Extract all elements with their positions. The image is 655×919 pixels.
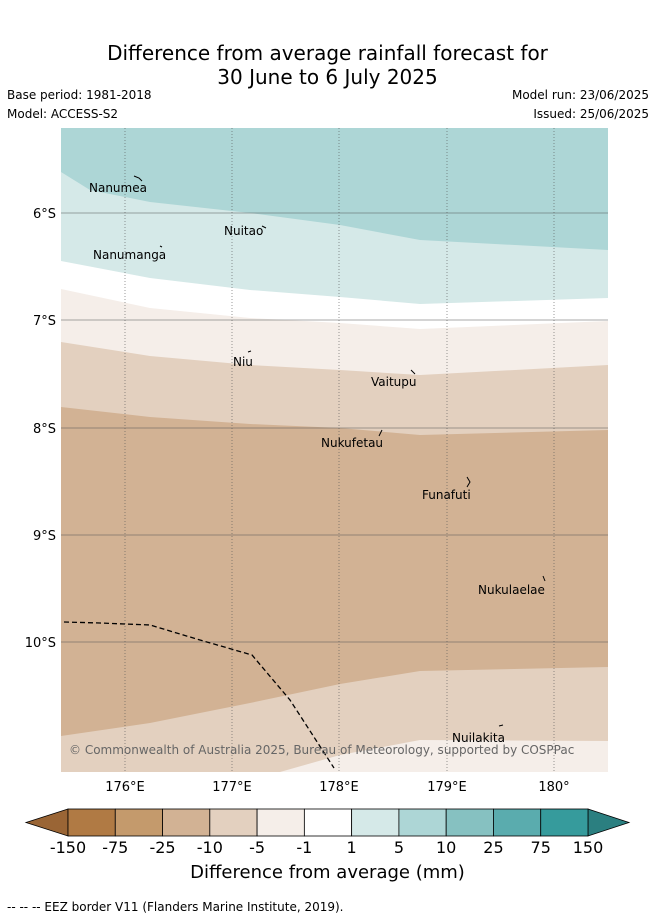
colorbar-tick-label: -150	[50, 838, 86, 857]
island-nanumea	[133, 175, 143, 182]
issued-text: Issued: 25/06/2025	[533, 107, 649, 121]
label-nanumanga: Nanumanga	[93, 248, 166, 262]
eez-border-line	[63, 621, 335, 769]
band-minus5-to-minus1-south	[280, 740, 608, 772]
label-nukufetau: Nukufetau	[321, 436, 383, 450]
model-text: Model: ACCESS-S2	[7, 107, 119, 121]
island-vaitupu	[410, 369, 416, 375]
map-gridlines	[61, 128, 608, 772]
island-outlines	[133, 175, 546, 727]
label-funafuti: Funafuti	[422, 488, 471, 502]
colorbar-over-extension	[587, 808, 631, 837]
lat-tick-9s: 9°S	[33, 529, 56, 544]
colorbar-tick-label: 75	[531, 838, 551, 857]
colorbar-segment	[398, 808, 447, 837]
lat-tick-6s: 6°S	[33, 207, 56, 222]
rainfall-difference-bands: Nanumea Nuitao Nanumanga Niu Vaitupu Nuk…	[61, 128, 608, 772]
model-run-text: Model run: 23/06/2025	[511, 88, 649, 102]
label-vaitupu: Vaitupu	[371, 375, 417, 389]
island-nuilakita	[498, 724, 504, 727]
colorbar: -150 -75 -25 -10 -5 -1 1 5 10 25 75 150	[24, 808, 631, 857]
colorbar-segment	[351, 808, 400, 837]
island-nukufetau	[378, 429, 383, 437]
lon-tick-179e: 179°E	[427, 780, 467, 795]
island-nukulaelae	[542, 575, 546, 582]
map-title-line1: Difference from average rainfall forecas…	[107, 41, 548, 65]
island-nanumanga	[159, 245, 163, 248]
lon-tick-178e: 178°E	[319, 780, 359, 795]
colorbar-segment	[162, 808, 211, 837]
label-nukulaelae: Nukulaelae	[478, 583, 545, 597]
colorbar-tick-label: -75	[102, 838, 128, 857]
colorbar-tick-label: 150	[573, 838, 604, 857]
colorbar-tick-label: -1	[296, 838, 312, 857]
base-period-text: Base period: 1981-2018	[7, 88, 152, 102]
colorbar-segment	[209, 808, 258, 837]
label-niu: Niu	[233, 355, 253, 369]
colorbar-segment	[445, 808, 494, 837]
latitude-tick-labels: 6°S 7°S 8°S 9°S 10°S	[25, 207, 56, 651]
colorbar-under-extension	[24, 808, 69, 837]
island-niu	[247, 350, 252, 353]
lat-tick-7s: 7°S	[33, 314, 56, 329]
colorbar-segment	[303, 808, 353, 837]
label-nuilakita: Nuilakita	[452, 731, 505, 745]
colorbar-tick-label: 1	[347, 838, 357, 857]
colorbar-segment	[67, 808, 116, 837]
colorbar-tick-label: -10	[197, 838, 223, 857]
colorbar-tick-label: -25	[149, 838, 175, 857]
lat-tick-10s: 10°S	[25, 636, 56, 651]
lon-tick-180: 180°	[538, 780, 569, 795]
map-title-line2: 30 June to 6 July 2025	[217, 65, 438, 89]
label-nuitao: Nuitao	[224, 224, 263, 238]
eez-footnote: -- -- -- EEZ border V11 (Flanders Marine…	[7, 900, 344, 914]
label-nanumea: Nanumea	[89, 181, 147, 195]
colorbar-segment	[540, 808, 589, 837]
colorbar-tick-label: 25	[483, 838, 503, 857]
lon-tick-177e: 177°E	[212, 780, 252, 795]
island-funafuti	[466, 476, 471, 488]
longitude-tick-labels: 176°E 177°E 178°E 179°E 180°	[105, 780, 569, 795]
copyright-text: © Commonwealth of Australia 2025, Bureau…	[69, 743, 574, 757]
colorbar-tick-label: -5	[249, 838, 265, 857]
colorbar-segment	[256, 808, 305, 837]
colorbar-tick-label: 10	[436, 838, 456, 857]
colorbar-segment	[114, 808, 163, 837]
lat-tick-8s: 8°S	[33, 422, 56, 437]
island-nuitao	[261, 225, 267, 229]
colorbar-tick-label: 5	[394, 838, 404, 857]
lon-tick-176e: 176°E	[105, 780, 145, 795]
colorbar-segment	[493, 808, 542, 837]
colorbar-title: Difference from average (mm)	[190, 862, 465, 883]
